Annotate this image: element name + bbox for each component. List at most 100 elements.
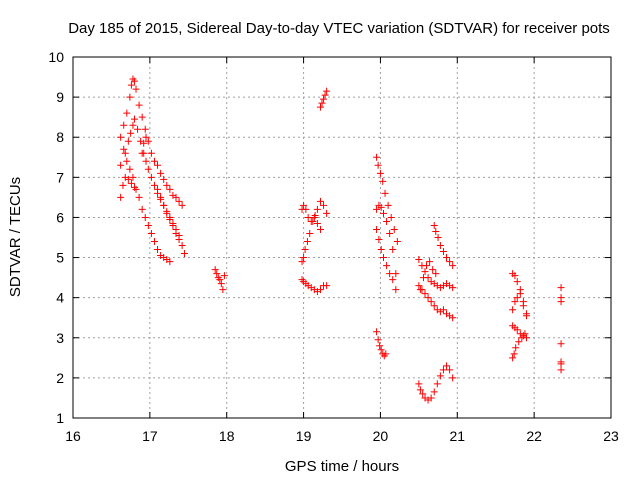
data-point	[439, 248, 447, 256]
data-point	[141, 125, 149, 133]
data-point	[119, 181, 127, 189]
data-point	[135, 193, 143, 201]
data-point	[446, 366, 454, 374]
data-point	[117, 161, 125, 169]
data-point	[386, 270, 394, 278]
data-point	[557, 284, 565, 292]
data-point	[381, 189, 389, 197]
data-point	[166, 185, 174, 193]
data-point	[320, 201, 328, 209]
data-point	[376, 342, 384, 350]
data-point	[392, 286, 400, 294]
data-point	[516, 290, 524, 298]
data-point	[430, 302, 438, 310]
data-point	[316, 225, 324, 233]
data-point	[306, 229, 314, 237]
data-point	[510, 350, 518, 358]
data-point	[513, 326, 521, 334]
y-tick-label: 9	[56, 89, 64, 105]
data-point	[211, 266, 219, 274]
data-point	[172, 193, 180, 201]
data-point	[430, 388, 438, 396]
data-point	[323, 282, 331, 290]
data-point	[160, 175, 168, 183]
data-point	[166, 258, 174, 266]
data-point	[147, 229, 155, 237]
data-point	[421, 290, 429, 298]
data-points	[117, 75, 565, 404]
data-point	[373, 153, 381, 161]
data-point	[150, 181, 158, 189]
data-point	[154, 189, 162, 197]
data-point	[320, 95, 328, 103]
data-point	[512, 344, 520, 352]
data-point	[127, 81, 135, 89]
data-point	[130, 77, 138, 85]
data-point	[439, 306, 447, 314]
data-point	[390, 225, 398, 233]
axis-ticks	[72, 56, 612, 419]
data-point	[419, 390, 427, 398]
data-point	[382, 350, 390, 358]
data-point	[124, 175, 132, 183]
data-point	[217, 280, 225, 288]
data-point	[557, 298, 565, 306]
data-point	[120, 145, 128, 153]
data-point	[318, 99, 326, 107]
data-point	[134, 125, 142, 133]
y-tick-label: 4	[56, 290, 64, 306]
grid	[73, 57, 611, 418]
data-point	[513, 294, 521, 302]
data-point	[157, 195, 165, 203]
data-point	[124, 137, 132, 145]
x-tick-label: 23	[603, 428, 619, 444]
data-point	[144, 137, 152, 145]
data-point	[379, 177, 387, 185]
data-point	[142, 157, 150, 165]
data-point	[383, 262, 391, 270]
y-tick-label: 10	[48, 49, 64, 65]
data-point	[219, 286, 227, 294]
data-point	[511, 272, 519, 280]
data-point	[522, 312, 530, 320]
data-point	[316, 197, 324, 205]
data-point	[132, 85, 140, 93]
data-point	[519, 302, 527, 310]
data-point	[175, 197, 183, 205]
data-point	[436, 242, 444, 250]
data-point	[436, 372, 444, 380]
data-point	[144, 165, 152, 173]
data-point	[380, 209, 388, 217]
data-point	[150, 238, 158, 246]
data-point	[147, 149, 155, 157]
data-point	[300, 254, 308, 262]
data-point	[157, 169, 165, 177]
data-point	[374, 336, 382, 344]
data-point	[439, 366, 447, 374]
data-point	[518, 334, 526, 342]
data-point	[163, 181, 171, 189]
data-point	[429, 266, 437, 274]
data-point	[140, 139, 148, 147]
data-point	[313, 219, 321, 227]
data-point	[373, 205, 381, 213]
data-point	[123, 109, 131, 117]
y-tick-label: 1	[56, 410, 64, 426]
data-point	[424, 294, 432, 302]
data-point	[387, 213, 395, 221]
data-point	[216, 276, 224, 284]
data-point	[393, 238, 401, 246]
data-point	[373, 225, 381, 233]
data-point	[416, 386, 424, 394]
data-point	[449, 374, 457, 382]
data-point	[180, 250, 188, 258]
data-point	[376, 169, 384, 177]
data-point	[301, 246, 309, 254]
data-point	[323, 209, 331, 217]
x-tick-label: 22	[526, 428, 542, 444]
y-tick-label: 8	[56, 129, 64, 145]
data-point	[169, 219, 177, 227]
data-point	[150, 157, 158, 165]
y-tick-labels: 1 2 3 4 5 6 7 8 9 10	[48, 49, 64, 426]
